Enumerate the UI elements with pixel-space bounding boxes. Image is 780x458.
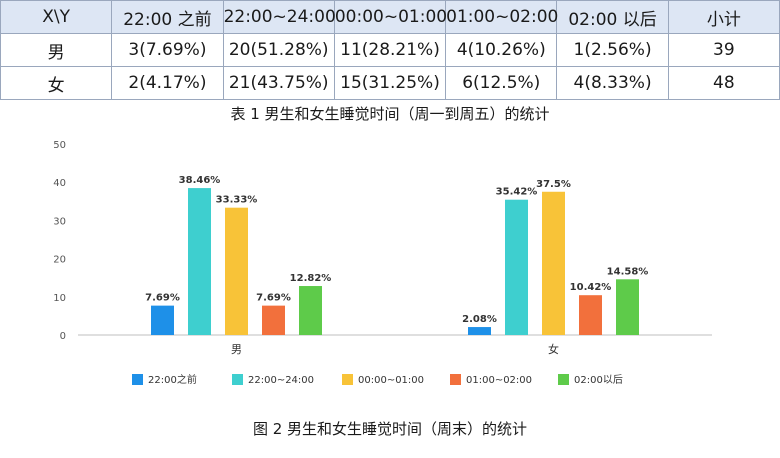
figure-caption: 图 2 男生和女生睡觉时间（周末）的统计 bbox=[252, 420, 528, 438]
data-label: 12.82% bbox=[290, 273, 332, 284]
legend-label: 22:00之前 bbox=[148, 373, 197, 386]
legend-label: 22:00~24:00 bbox=[248, 375, 314, 386]
data-label: 7.69% bbox=[256, 293, 291, 304]
bar-chart: 0 10 20 30 40 50 7.69% 38.46% 33.33% 7.69% 12.82% 男… bbox=[0, 130, 780, 408]
header-cell: X\Y bbox=[0, 0, 113, 34]
table-cell: 48 bbox=[667, 66, 780, 100]
y-tick-label: 50 bbox=[53, 140, 66, 151]
table-cell: 男 bbox=[0, 33, 113, 67]
sleep-time-table: X\Y 22:00 之前 22:00~24:00 00:00~01:00 01:… bbox=[0, 0, 780, 100]
table-cell: 11(28.21%) bbox=[333, 33, 447, 67]
data-label: 10.42% bbox=[570, 282, 612, 293]
data-label: 38.46% bbox=[179, 175, 221, 186]
legend-swatch bbox=[342, 374, 353, 385]
legend-label: 02:00以后 bbox=[574, 374, 623, 386]
x-tick-label: 男 bbox=[231, 343, 242, 356]
bar bbox=[505, 199, 528, 335]
table-caption: 表 1 男生和女生睡觉时间（周一到周五）的统计 bbox=[230, 105, 550, 123]
table-cell: 39 bbox=[667, 33, 780, 67]
y-tick-label: 10 bbox=[53, 293, 66, 304]
table-cell: 4(8.33%) bbox=[556, 66, 669, 100]
x-tick-label: 女 bbox=[548, 342, 559, 356]
table-cell: 2(4.17%) bbox=[111, 66, 224, 100]
header-cell: 22:00~24:00 bbox=[222, 0, 336, 34]
table-cell: 21(43.75%) bbox=[222, 66, 335, 100]
table-cell: 1(2.56%) bbox=[556, 33, 669, 67]
data-label: 2.08% bbox=[462, 314, 497, 325]
bar bbox=[616, 279, 639, 335]
table-cell: 女 bbox=[0, 66, 113, 100]
legend-swatch bbox=[450, 374, 461, 385]
table-cell: 20(51.28%) bbox=[222, 33, 335, 67]
table-header-row: X\Y 22:00 之前 22:00~24:00 00:00~01:00 01:… bbox=[0, 0, 780, 34]
table-cell: 15(31.25%) bbox=[333, 66, 447, 100]
header-cell: 小计 bbox=[667, 0, 780, 34]
table-cell: 3(7.69%) bbox=[111, 33, 224, 67]
bar bbox=[468, 327, 491, 335]
table-cell: 6(12.5%) bbox=[445, 66, 558, 100]
legend-swatch bbox=[558, 374, 569, 385]
bar bbox=[579, 295, 602, 335]
header-cell: 01:00~02:00 bbox=[445, 0, 558, 34]
bar bbox=[299, 286, 322, 335]
data-label: 35.42% bbox=[496, 187, 538, 198]
header-cell: 22:00 之前 bbox=[111, 0, 224, 34]
bar bbox=[542, 191, 565, 335]
bar bbox=[225, 207, 248, 335]
y-tick-label: 30 bbox=[53, 216, 66, 227]
table-row: 女 2(4.17%) 21(43.75%) 15(31.25%) 6(12.5%… bbox=[0, 66, 780, 100]
table-row: 男 3(7.69%) 20(51.28%) 11(28.21%) 4(10.26… bbox=[0, 33, 780, 67]
data-label: 14.58% bbox=[607, 266, 649, 277]
legend-label: 00:00~01:00 bbox=[358, 375, 424, 386]
legend-swatch bbox=[232, 374, 243, 385]
legend-label: 01:00~02:00 bbox=[466, 375, 532, 386]
bar bbox=[151, 305, 174, 335]
data-label: 37.5% bbox=[536, 179, 571, 190]
y-tick-label: 20 bbox=[53, 255, 66, 266]
y-tick-label: 40 bbox=[53, 178, 66, 189]
bar-chart-svg: 0 10 20 30 40 50 7.69% 38.46% 33.33% 7.69% 12.82% 男… bbox=[53, 140, 712, 386]
bar bbox=[262, 305, 285, 335]
y-tick-label: 0 bbox=[60, 331, 66, 342]
header-cell: 02:00 以后 bbox=[556, 0, 669, 34]
legend-swatch bbox=[132, 374, 143, 385]
bar bbox=[188, 188, 211, 335]
table-cell: 4(10.26%) bbox=[445, 33, 558, 67]
data-label: 33.33% bbox=[216, 195, 258, 206]
header-cell: 00:00~01:00 bbox=[333, 0, 447, 34]
data-label: 7.69% bbox=[145, 293, 180, 304]
